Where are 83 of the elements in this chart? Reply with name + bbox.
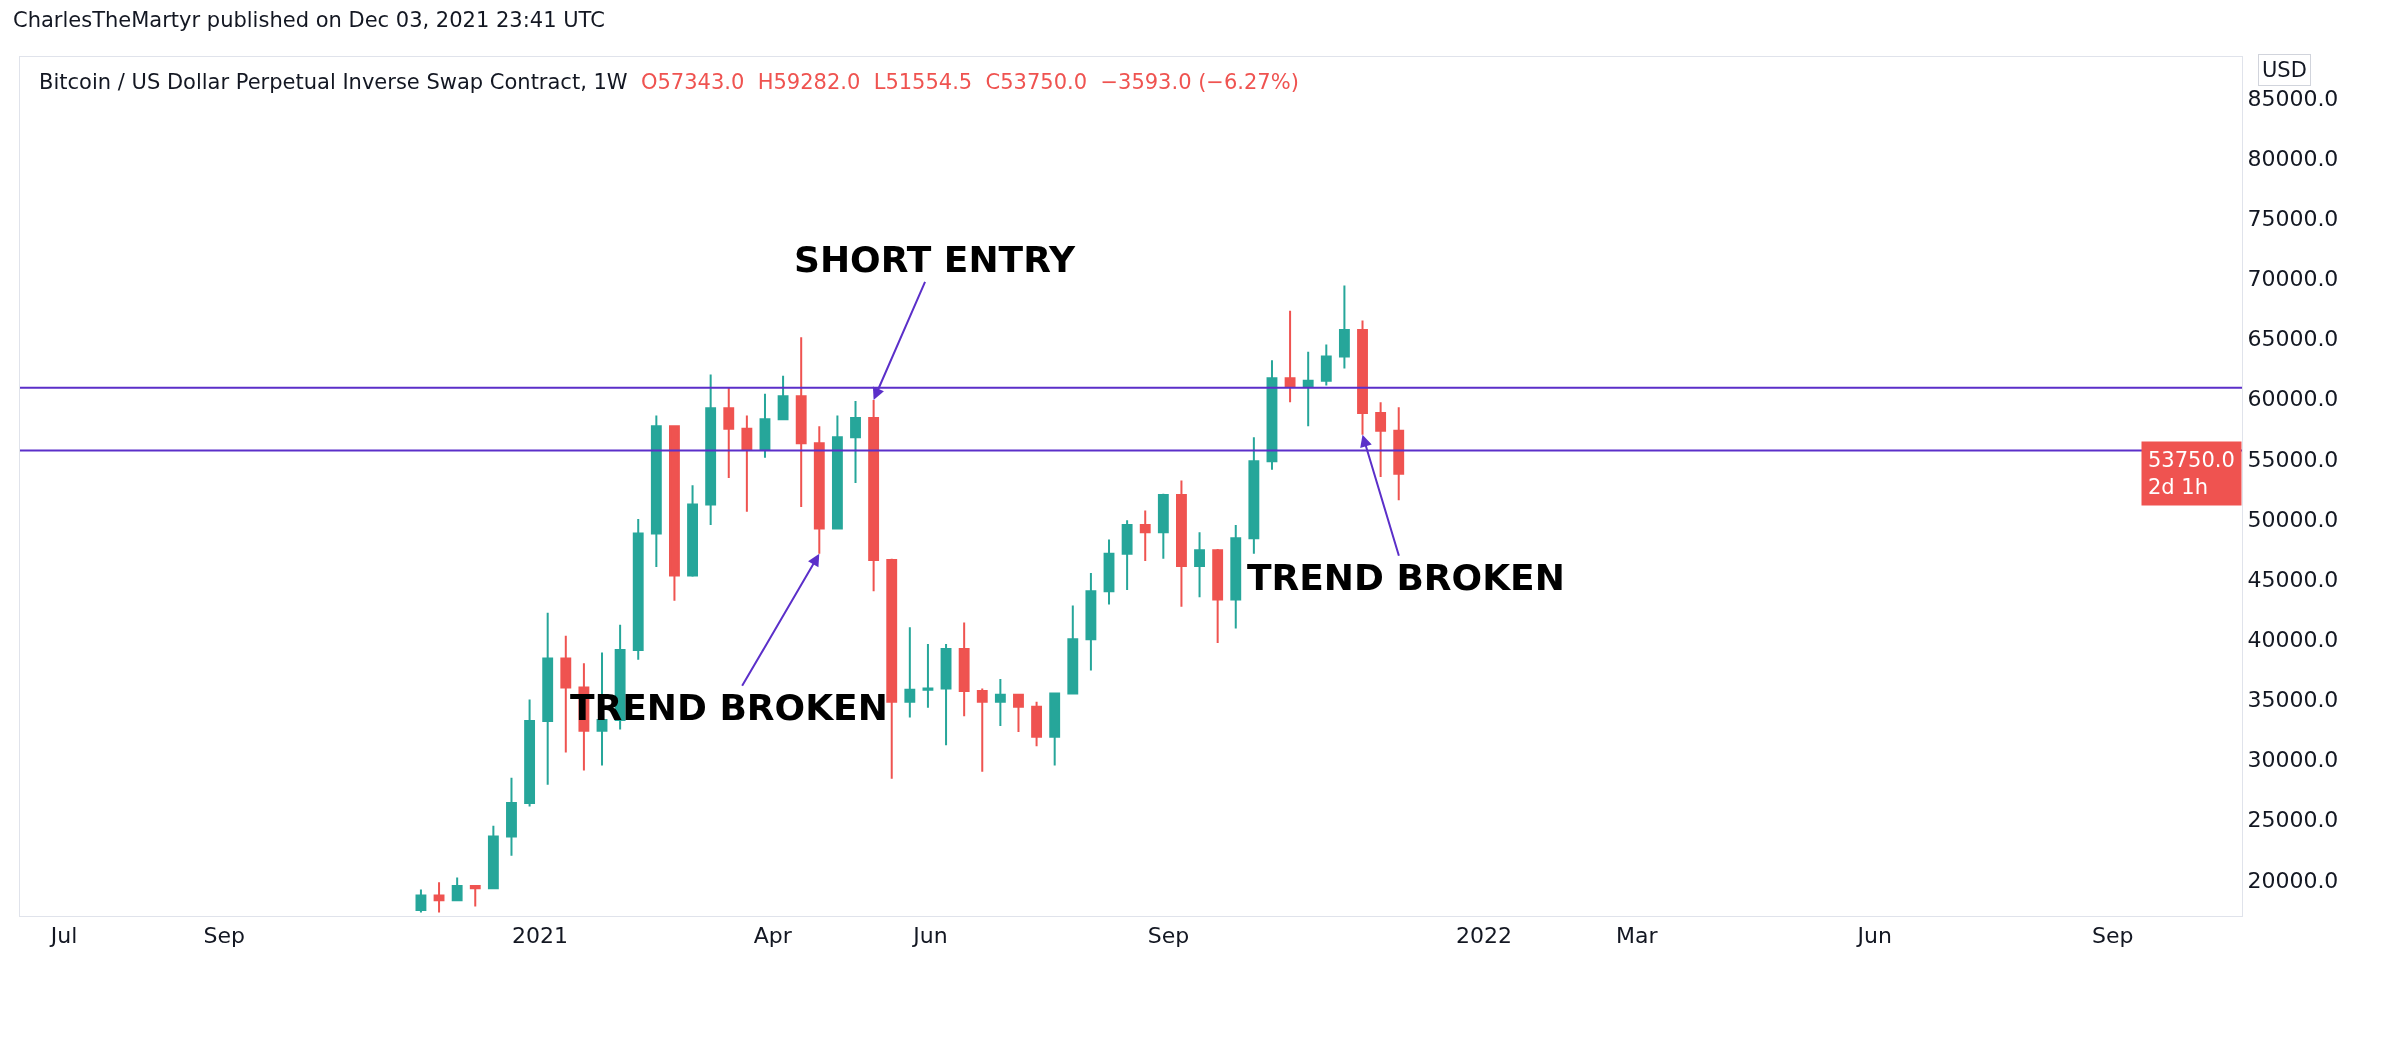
candlestick	[632, 517, 644, 661]
candlestick	[705, 373, 717, 526]
candlestick	[1194, 531, 1205, 599]
candlestick	[1284, 309, 1296, 404]
y-tick-label: 40000.0	[2247, 626, 2339, 652]
x-tick-label: 2022	[1456, 923, 1513, 949]
candlestick	[1157, 492, 1169, 560]
candlestick	[777, 374, 789, 421]
candlestick	[1121, 519, 1133, 591]
text: USD	[2262, 58, 2307, 82]
candlestick	[669, 425, 680, 602]
candlestick	[650, 414, 662, 569]
candlestick	[1031, 700, 1043, 748]
annotation: TREND BROKEN	[1247, 557, 1565, 598]
candlestick	[1248, 436, 1260, 555]
candlestick	[759, 392, 771, 459]
candlestick	[958, 621, 970, 718]
candlestick	[1266, 359, 1278, 471]
x-tick-label: Sep	[2091, 923, 2134, 949]
y-tick-label: 30000.0	[2247, 747, 2339, 773]
annotation: 53750.0 2d 1h	[2148, 448, 2235, 500]
text: O57343.0 H59282.0 L51554.5 C53750.0 −3593.0 (−6.27%)	[640, 70, 1299, 95]
y-tick-label: 65000.0	[2247, 326, 2339, 352]
candlestick	[868, 398, 880, 593]
candlestick	[741, 414, 753, 513]
candlestick	[1049, 692, 1061, 767]
candlestick	[904, 626, 916, 719]
candlestick	[940, 643, 952, 747]
candlestick	[994, 677, 1006, 727]
candlestick	[433, 881, 445, 914]
candlestick	[1067, 604, 1079, 695]
candlestick	[506, 776, 517, 857]
candlestick	[1212, 548, 1224, 644]
candlestick	[1393, 406, 1405, 502]
x-tick-label: Mar	[1615, 923, 1659, 949]
candlestick	[469, 884, 481, 908]
candlestick	[1338, 284, 1350, 370]
y-tick-label: 55000.0	[2247, 446, 2339, 472]
candlestick	[886, 557, 898, 780]
candlestick	[687, 484, 698, 578]
candlestick	[1013, 693, 1024, 733]
y-tick-label: 75000.0	[2247, 205, 2339, 231]
text: Bitcoin / US Dollar Perpetual Inverse Swap Contract, 1W	[39, 70, 628, 95]
y-tick-label: 60000.0	[2247, 386, 2339, 412]
candlestick	[487, 824, 499, 890]
text: CharlesTheMartyr published on Dec 03, 2021 23:41 UTC	[13, 8, 605, 32]
candlestick	[795, 336, 807, 508]
candlestick	[542, 611, 554, 786]
annotation: SHORT ENTRY	[794, 239, 1076, 280]
y-tick-label: 45000.0	[2247, 566, 2339, 592]
y-tick-label: 50000.0	[2247, 506, 2339, 532]
candlestick	[723, 386, 735, 480]
candlestick	[1176, 479, 1187, 608]
y-tick-label: 70000.0	[2247, 266, 2339, 292]
x-tick-label: Sep	[1147, 923, 1190, 949]
candlestick	[451, 876, 463, 902]
x-tick-label: Jun	[911, 923, 948, 949]
candlestick	[415, 888, 427, 914]
y-tick-label: 80000.0	[2247, 145, 2339, 171]
x-tick-label: Apr	[753, 923, 793, 949]
candlestick	[976, 687, 988, 773]
x-tick-label: 2021	[511, 923, 568, 949]
candlestick	[1103, 538, 1115, 606]
x-tick-label: Sep	[203, 923, 246, 949]
candlestick	[1375, 401, 1387, 478]
candlestick	[1085, 572, 1097, 672]
candlestick	[850, 400, 861, 484]
candlestick	[1230, 524, 1242, 630]
candlestick	[1357, 319, 1368, 436]
x-tick-label: Jun	[1855, 923, 1892, 949]
candlestick	[524, 698, 536, 808]
candlestick	[922, 643, 934, 709]
y-tick-label: 85000.0	[2247, 85, 2339, 111]
candlestick	[560, 634, 572, 754]
candlestick	[831, 414, 843, 530]
candlestick	[1139, 509, 1151, 563]
candlestick	[1320, 343, 1332, 387]
y-tick-label: 25000.0	[2247, 807, 2339, 833]
candlestick	[813, 425, 825, 555]
y-tick-label: 20000.0	[2247, 867, 2339, 893]
x-tick-label: Jul	[48, 923, 78, 949]
candlestick	[1302, 350, 1314, 428]
y-tick-label: 35000.0	[2247, 687, 2339, 713]
